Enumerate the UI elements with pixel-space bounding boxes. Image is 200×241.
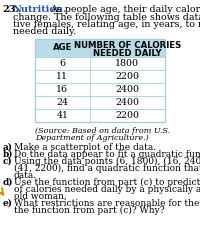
Bar <box>35 39 165 122</box>
Bar <box>35 96 165 109</box>
Text: change. The following table shows data for physically ac-: change. The following table shows data f… <box>13 13 200 21</box>
Text: AGE: AGE <box>53 43 72 53</box>
Text: 23.: 23. <box>2 5 19 14</box>
Text: data.: data. <box>14 171 37 180</box>
Text: 2200: 2200 <box>115 72 139 81</box>
Text: (41, 2200), find a quadratic function that fits the: (41, 2200), find a quadratic function th… <box>14 164 200 173</box>
Text: a): a) <box>3 143 13 152</box>
Text: b): b) <box>3 150 14 159</box>
Text: 2400: 2400 <box>115 98 139 107</box>
Bar <box>35 83 165 96</box>
Text: 2400: 2400 <box>115 85 139 94</box>
Text: 16: 16 <box>56 85 68 94</box>
Text: (Source: Based on data from U.S.: (Source: Based on data from U.S. <box>35 127 170 135</box>
Text: Make a scatterplot of the data.: Make a scatterplot of the data. <box>14 143 156 152</box>
Text: d): d) <box>3 178 14 187</box>
Text: needed daily.: needed daily. <box>13 27 76 36</box>
Text: e): e) <box>3 199 13 208</box>
Text: What restrictions are reasonable for the domain of: What restrictions are reasonable for the… <box>14 199 200 208</box>
Bar <box>35 57 165 70</box>
Text: old woman.: old woman. <box>14 192 67 201</box>
Bar <box>35 109 165 122</box>
Text: Do the data appear to fit a quadratic function?: Do the data appear to fit a quadratic fu… <box>14 150 200 159</box>
Bar <box>35 70 165 83</box>
Text: c): c) <box>3 157 13 166</box>
Text: 6: 6 <box>59 59 65 68</box>
Text: NEEDED DAILY: NEEDED DAILY <box>93 48 162 58</box>
Text: 11: 11 <box>56 72 68 81</box>
Text: As people age, their daily caloric needs: As people age, their daily caloric needs <box>50 5 200 14</box>
Text: 41: 41 <box>56 111 68 120</box>
Text: 2200: 2200 <box>115 111 139 120</box>
Text: Department of Agriculture.): Department of Agriculture.) <box>35 134 149 142</box>
Text: the function from part (c)? Why?: the function from part (c)? Why? <box>14 206 164 215</box>
Text: 24: 24 <box>56 98 68 107</box>
Bar <box>35 39 165 57</box>
Text: 1800: 1800 <box>115 59 139 68</box>
Text: Nutrition.: Nutrition. <box>13 5 67 14</box>
Text: Use the function from part (c) to predict the number: Use the function from part (c) to predic… <box>14 178 200 187</box>
Text: of calories needed daily by a physically active 30-yr-: of calories needed daily by a physically… <box>14 185 200 194</box>
Text: tive females, relating age, in years, to number of calorie: tive females, relating age, in years, to… <box>13 20 200 29</box>
Text: Using the data points (6, 1800), (16, 2400), and: Using the data points (6, 1800), (16, 24… <box>14 157 200 166</box>
Text: NUMBER OF CALORIES: NUMBER OF CALORIES <box>74 41 181 51</box>
